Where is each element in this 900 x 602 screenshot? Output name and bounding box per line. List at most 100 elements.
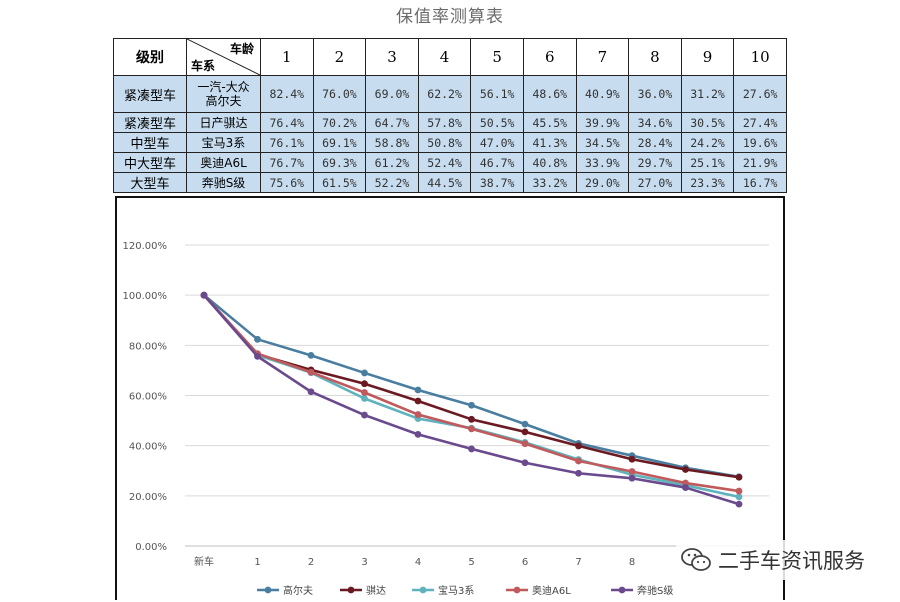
legend-swatch-marker [513, 586, 521, 594]
rate-cell: 24.2% [680, 132, 735, 153]
rate-cell: 50.8% [417, 132, 472, 153]
vehicle-class-cell: 紧凑型车 [113, 112, 187, 133]
rate-cell: 64.7% [365, 112, 419, 133]
rate-cell: 23.3% [680, 172, 735, 193]
rate-cell: 39.9% [575, 112, 630, 133]
year-header: 10 [733, 38, 787, 76]
rate-cell: 61.2% [365, 152, 419, 173]
rate-cell: 57.8% [417, 112, 472, 133]
y-tick-label: 60.00% [129, 392, 167, 403]
data-point [735, 493, 743, 501]
rate-cell: 45.5% [522, 112, 577, 133]
data-point [361, 369, 368, 377]
model-name-line: 一汽-大众 [197, 80, 250, 94]
rate-cell: 36.0% [628, 75, 682, 113]
model-cell: 宝马3系 [186, 132, 261, 153]
data-point [735, 487, 743, 495]
x-tick-label: 6 [522, 557, 528, 568]
series-header: 车系 [191, 59, 216, 73]
rate-cell: 56.1% [470, 75, 524, 113]
data-point [414, 430, 422, 438]
rate-cell: 44.5% [417, 172, 472, 193]
rate-cell: 38.7% [470, 172, 524, 193]
x-tick-label: 5 [468, 557, 474, 568]
rate-cell: 47.0% [470, 132, 524, 153]
model-cell: 奔驰S级 [186, 172, 261, 193]
rate-cell: 76.7% [260, 152, 314, 173]
x-tick-label: 7 [575, 557, 581, 568]
data-point [468, 415, 475, 423]
rate-cell: 76.1% [260, 132, 314, 153]
year-header: 8 [628, 38, 682, 76]
year-header: 9 [680, 38, 735, 76]
year-header: 1 [260, 38, 314, 76]
rate-cell: 61.5% [312, 172, 367, 193]
line-chart: 0.00% 20.00% 40.00% 60.00% 80.00% 100.00% 120.… [123, 241, 769, 597]
rate-cell: 48.6% [522, 75, 577, 113]
rate-cell: 40.9% [575, 75, 630, 113]
year-header: 2 [312, 38, 367, 76]
data-point [521, 459, 529, 467]
rate-cell: 69.3% [312, 152, 367, 173]
rate-cell: 70.2% [312, 112, 367, 133]
data-point [628, 455, 636, 463]
data-point [361, 389, 368, 396]
x-tick-label: 2 [308, 557, 314, 568]
data-point [361, 380, 368, 388]
data-point [735, 500, 743, 508]
rate-cell: 34.5% [575, 132, 630, 153]
year-header: 7 [575, 38, 630, 76]
rate-cell: 27.4% [733, 112, 787, 133]
rate-cell: 58.8% [365, 132, 419, 153]
rate-cell: 33.9% [575, 152, 630, 173]
data-point [254, 352, 261, 360]
year-header: 3 [365, 38, 419, 76]
data-point [575, 457, 582, 465]
vehicle-class-cell: 紧凑型车 [113, 75, 187, 113]
rate-cell: 29.7% [628, 152, 682, 173]
watermark-text: 二手车资讯服务 [718, 549, 865, 573]
vehicle-class-cell: 中大型车 [113, 152, 187, 173]
year-header: 4 [417, 38, 472, 76]
x-tick-label: 8 [629, 557, 635, 568]
class-header: 级别 [113, 38, 187, 76]
rate-cell: 31.2% [680, 75, 735, 113]
model-cell: 一汽-大众 高尔夫 [186, 75, 261, 113]
rate-cell: 30.5% [680, 112, 735, 133]
data-point [254, 335, 261, 343]
rate-cell: 33.2% [522, 172, 577, 193]
rate-cell: 46.7% [470, 152, 524, 173]
data-point [628, 474, 636, 482]
data-point [682, 466, 689, 473]
rate-cell: 19.6% [733, 132, 787, 153]
x-tick-label: 4 [415, 557, 421, 568]
series-line [203, 294, 740, 506]
rate-cell: 69.0% [365, 75, 419, 113]
data-point [200, 291, 208, 299]
rate-cell: 27.0% [628, 172, 682, 193]
model-name-line: 宝马3系 [201, 135, 246, 150]
data-point [468, 425, 475, 433]
table-row: 中大型车 奥迪A6L 76.7% 69.3% 61.2% 52.4% 46.7% 40.8% 3… [113, 152, 787, 173]
rate-cell: 69.1% [312, 132, 367, 153]
data-point [414, 411, 422, 418]
data-point [521, 428, 529, 436]
model-name-line: 奔驰S级 [201, 175, 246, 190]
chart-frame: 0.00% 20.00% 40.00% 60.00% 80.00% 100.00% 120.… [115, 196, 785, 600]
vehicle-class-cell: 大型车 [113, 172, 187, 193]
y-tick-label: 80.00% [129, 341, 167, 352]
legend-label: 奔驰S级 [637, 584, 673, 597]
rate-cell: 52.4% [417, 152, 472, 173]
table-row: 紧凑型车 日产骐达 76.4% 70.2% 64.7% 57.8% 50.5% 45.5% 39… [113, 112, 787, 133]
data-point [468, 401, 475, 409]
y-tick-label: 20.00% [129, 492, 167, 503]
data-point [628, 468, 636, 475]
rate-cell: 21.9% [733, 152, 787, 173]
model-cell: 奥迪A6L [186, 152, 261, 173]
rate-cell: 76.4% [260, 112, 314, 133]
year-header: 5 [470, 38, 524, 76]
x-tick-label: 新车 [194, 555, 214, 568]
legend-label: 奥迪A6L [532, 584, 571, 597]
model-cell: 日产骐达 [186, 112, 261, 133]
rate-cell: 50.5% [470, 112, 524, 133]
